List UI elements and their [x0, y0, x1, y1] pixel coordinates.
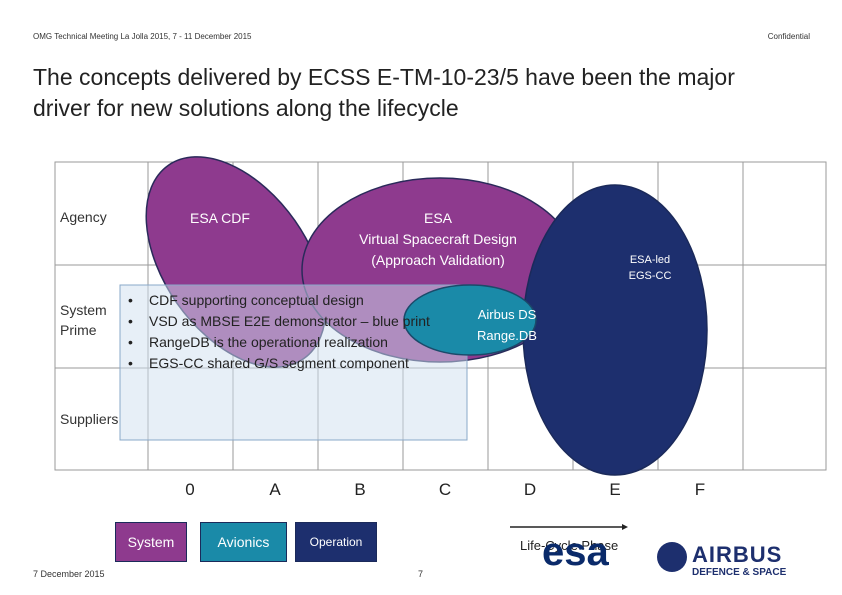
- bullet-list: • CDF supporting conceptual design • VSD a…: [128, 290, 430, 374]
- phase-label: E: [609, 480, 621, 499]
- label-line: Airbus DS: [477, 307, 537, 322]
- title-line: The concepts delivered by ECSS E-TM-10-2…: [33, 64, 735, 90]
- phase-label: B: [354, 480, 366, 499]
- title: The concepts delivered by ECSS E-TM-10-2…: [33, 62, 735, 124]
- bullet-text: EGS-CC shared G/S segment component: [149, 355, 409, 371]
- header-right: Confidential: [767, 32, 810, 41]
- bullet-text: CDF supporting conceptual design: [149, 292, 364, 308]
- bullet-text: VSD as MBSE E2E demonstrator – blue prin…: [149, 313, 430, 329]
- header-left: OMG Technical Meeting La Jolla 2015, 7 -…: [33, 32, 252, 41]
- phase-label: D: [523, 480, 537, 499]
- airbus-logo: AIRBUS: [692, 542, 783, 567]
- legend-avionics: Avionics: [200, 522, 287, 562]
- grid-frame: [54, 161, 827, 471]
- label-line: ESA: [423, 210, 452, 226]
- label-line: (Approach Validation): [371, 252, 505, 268]
- phase-label: C: [438, 480, 452, 499]
- bullet: • CDF supporting conceptual design: [128, 292, 364, 308]
- phase-label: A: [269, 480, 281, 499]
- ellipse-label: ESA Virtual Spacecraft Design (Approach …: [338, 208, 538, 271]
- row-label: Suppliers: [60, 411, 119, 427]
- phase-label: 0: [185, 480, 195, 499]
- bullet-text: RangeDB is the operational realization: [149, 334, 388, 350]
- label-line: Range.DB: [477, 328, 537, 343]
- airbus-emblem: [657, 542, 687, 572]
- row-label: System Prime: [60, 302, 107, 338]
- bullet: • RangeDB is the operational realization: [128, 334, 388, 350]
- bullet: • EGS-CC shared G/S segment component: [128, 355, 409, 371]
- egscc-ellipse: [522, 184, 708, 476]
- ellipse-label: Airbus DS Range.DB: [467, 304, 547, 346]
- legend-system: System: [115, 522, 187, 562]
- rangedb-ellipse: [403, 284, 537, 356]
- label-line: Virtual Spacecraft Design: [359, 231, 517, 247]
- arrow-head: [622, 524, 628, 530]
- bullet: • VSD as MBSE E2E demonstrator – blue pri…: [128, 313, 430, 329]
- footer-date: 7 December 2015: [33, 569, 105, 579]
- phase-label: F: [694, 480, 706, 499]
- airbus-subtitle: DEFENCE & SPACE: [692, 567, 787, 578]
- ellipse-label: ESA CDF: [190, 210, 250, 226]
- page-number: 7: [418, 569, 424, 579]
- esa-logo: esa: [542, 530, 609, 574]
- legend-operation: Operation: [295, 522, 377, 562]
- label-line: EGS-CC: [628, 270, 672, 282]
- row-label: Agency: [60, 209, 107, 225]
- label-line: ESA-led: [629, 254, 671, 266]
- title-line: driver for new solutions along the lifec…: [33, 95, 459, 121]
- axis-label: Life-Cycle Phase: [520, 538, 619, 553]
- ellipse-label: ESA-led EGS-CC: [615, 252, 685, 284]
